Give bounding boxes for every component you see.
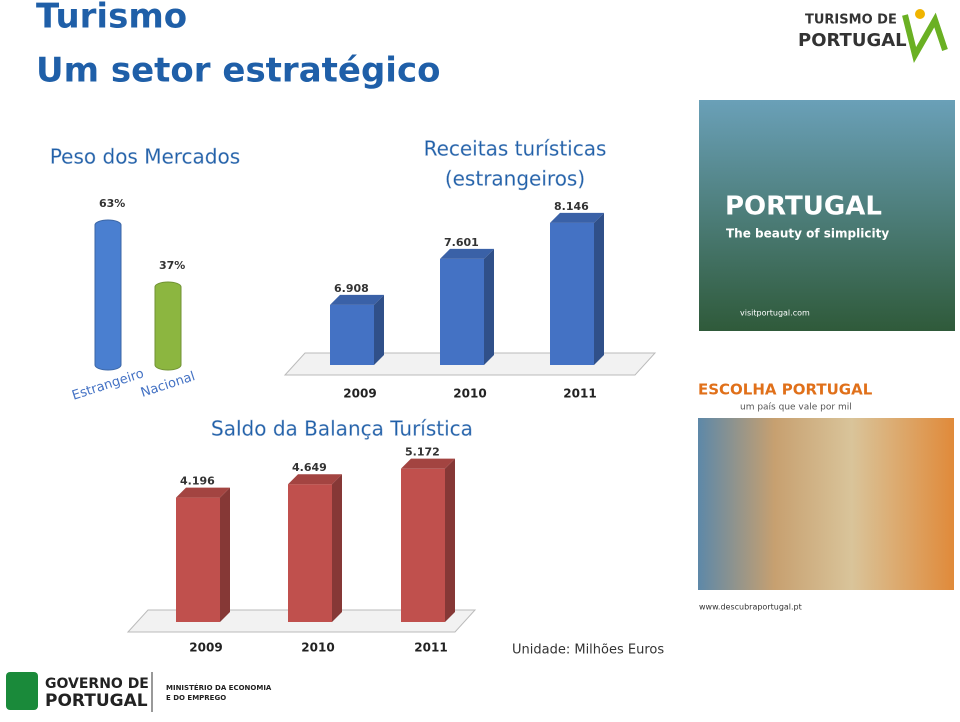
gov-text: PORTUGAL	[45, 691, 148, 711]
ad-tagline: um país que vale por mil	[740, 403, 852, 413]
ad-title: PORTUGAL	[725, 192, 882, 222]
ad-image	[698, 418, 954, 590]
category-label: 2009	[189, 641, 222, 655]
category-label: 2011	[414, 641, 447, 655]
bar-top	[330, 294, 384, 305]
brand-line: PORTUGAL	[798, 30, 907, 51]
value-label: 4.649	[292, 461, 327, 474]
bar	[440, 258, 484, 365]
value-label: 8.146	[554, 200, 589, 213]
bar	[288, 484, 332, 622]
bar-top	[550, 212, 604, 223]
brand-logo	[902, 12, 948, 63]
unit-note: Unidade: Milhões Euros	[512, 643, 664, 658]
bar	[176, 497, 220, 622]
gov-text: GOVERNO DE	[45, 676, 149, 692]
category-label: 2010	[453, 387, 486, 401]
brand-line: TURISMO DE	[805, 13, 897, 28]
value-label: 7.601	[444, 236, 479, 249]
brand-logo	[915, 9, 925, 19]
chart-title: Peso dos Mercados	[50, 145, 240, 169]
bar-top	[288, 474, 342, 485]
slide-title: Turismo	[36, 0, 187, 37]
ad-tagline: The beauty of simplicity	[726, 227, 889, 241]
value-label: 4.196	[180, 475, 215, 488]
gov-logo	[6, 672, 38, 710]
value-label: 63%	[99, 197, 125, 210]
bar	[550, 222, 594, 365]
bar	[94, 219, 122, 371]
bar-side	[484, 248, 494, 365]
bar	[401, 468, 445, 622]
bar-top	[176, 487, 230, 498]
category-label: 2011	[563, 387, 596, 401]
value-label: 6.908	[334, 282, 369, 295]
bar-side	[594, 212, 604, 365]
bar-side	[374, 294, 384, 365]
bar-side	[445, 458, 455, 622]
category-label: 2009	[343, 387, 376, 401]
ad-url: www.descubraportugal.pt	[699, 603, 802, 612]
category-label: Estrangeiro	[70, 366, 146, 403]
bar	[330, 304, 374, 365]
bar-side	[220, 487, 230, 622]
bar-top	[401, 458, 455, 469]
ministry-text: E DO EMPREGO	[166, 694, 226, 702]
chart-title: Saldo da Balança Turística	[211, 417, 473, 441]
category-label: Nacional	[139, 369, 197, 401]
ad-url: visitportugal.com	[740, 309, 810, 318]
ad-title: ESCOLHA PORTUGAL	[698, 381, 873, 399]
ad-image	[699, 100, 955, 331]
bar	[154, 281, 182, 371]
category-label: 2010	[301, 641, 334, 655]
bar-top	[440, 248, 494, 259]
slide-subtitle: Um setor estratégico	[36, 51, 440, 91]
value-label: 5.172	[405, 446, 440, 459]
value-label: 37%	[159, 259, 185, 272]
ministry-text: MINISTÉRIO DA ECONOMIA	[166, 683, 272, 692]
bar-side	[332, 474, 342, 622]
chart-title: (estrangeiros)	[445, 167, 585, 191]
chart-title: Receitas turísticas	[424, 137, 607, 161]
